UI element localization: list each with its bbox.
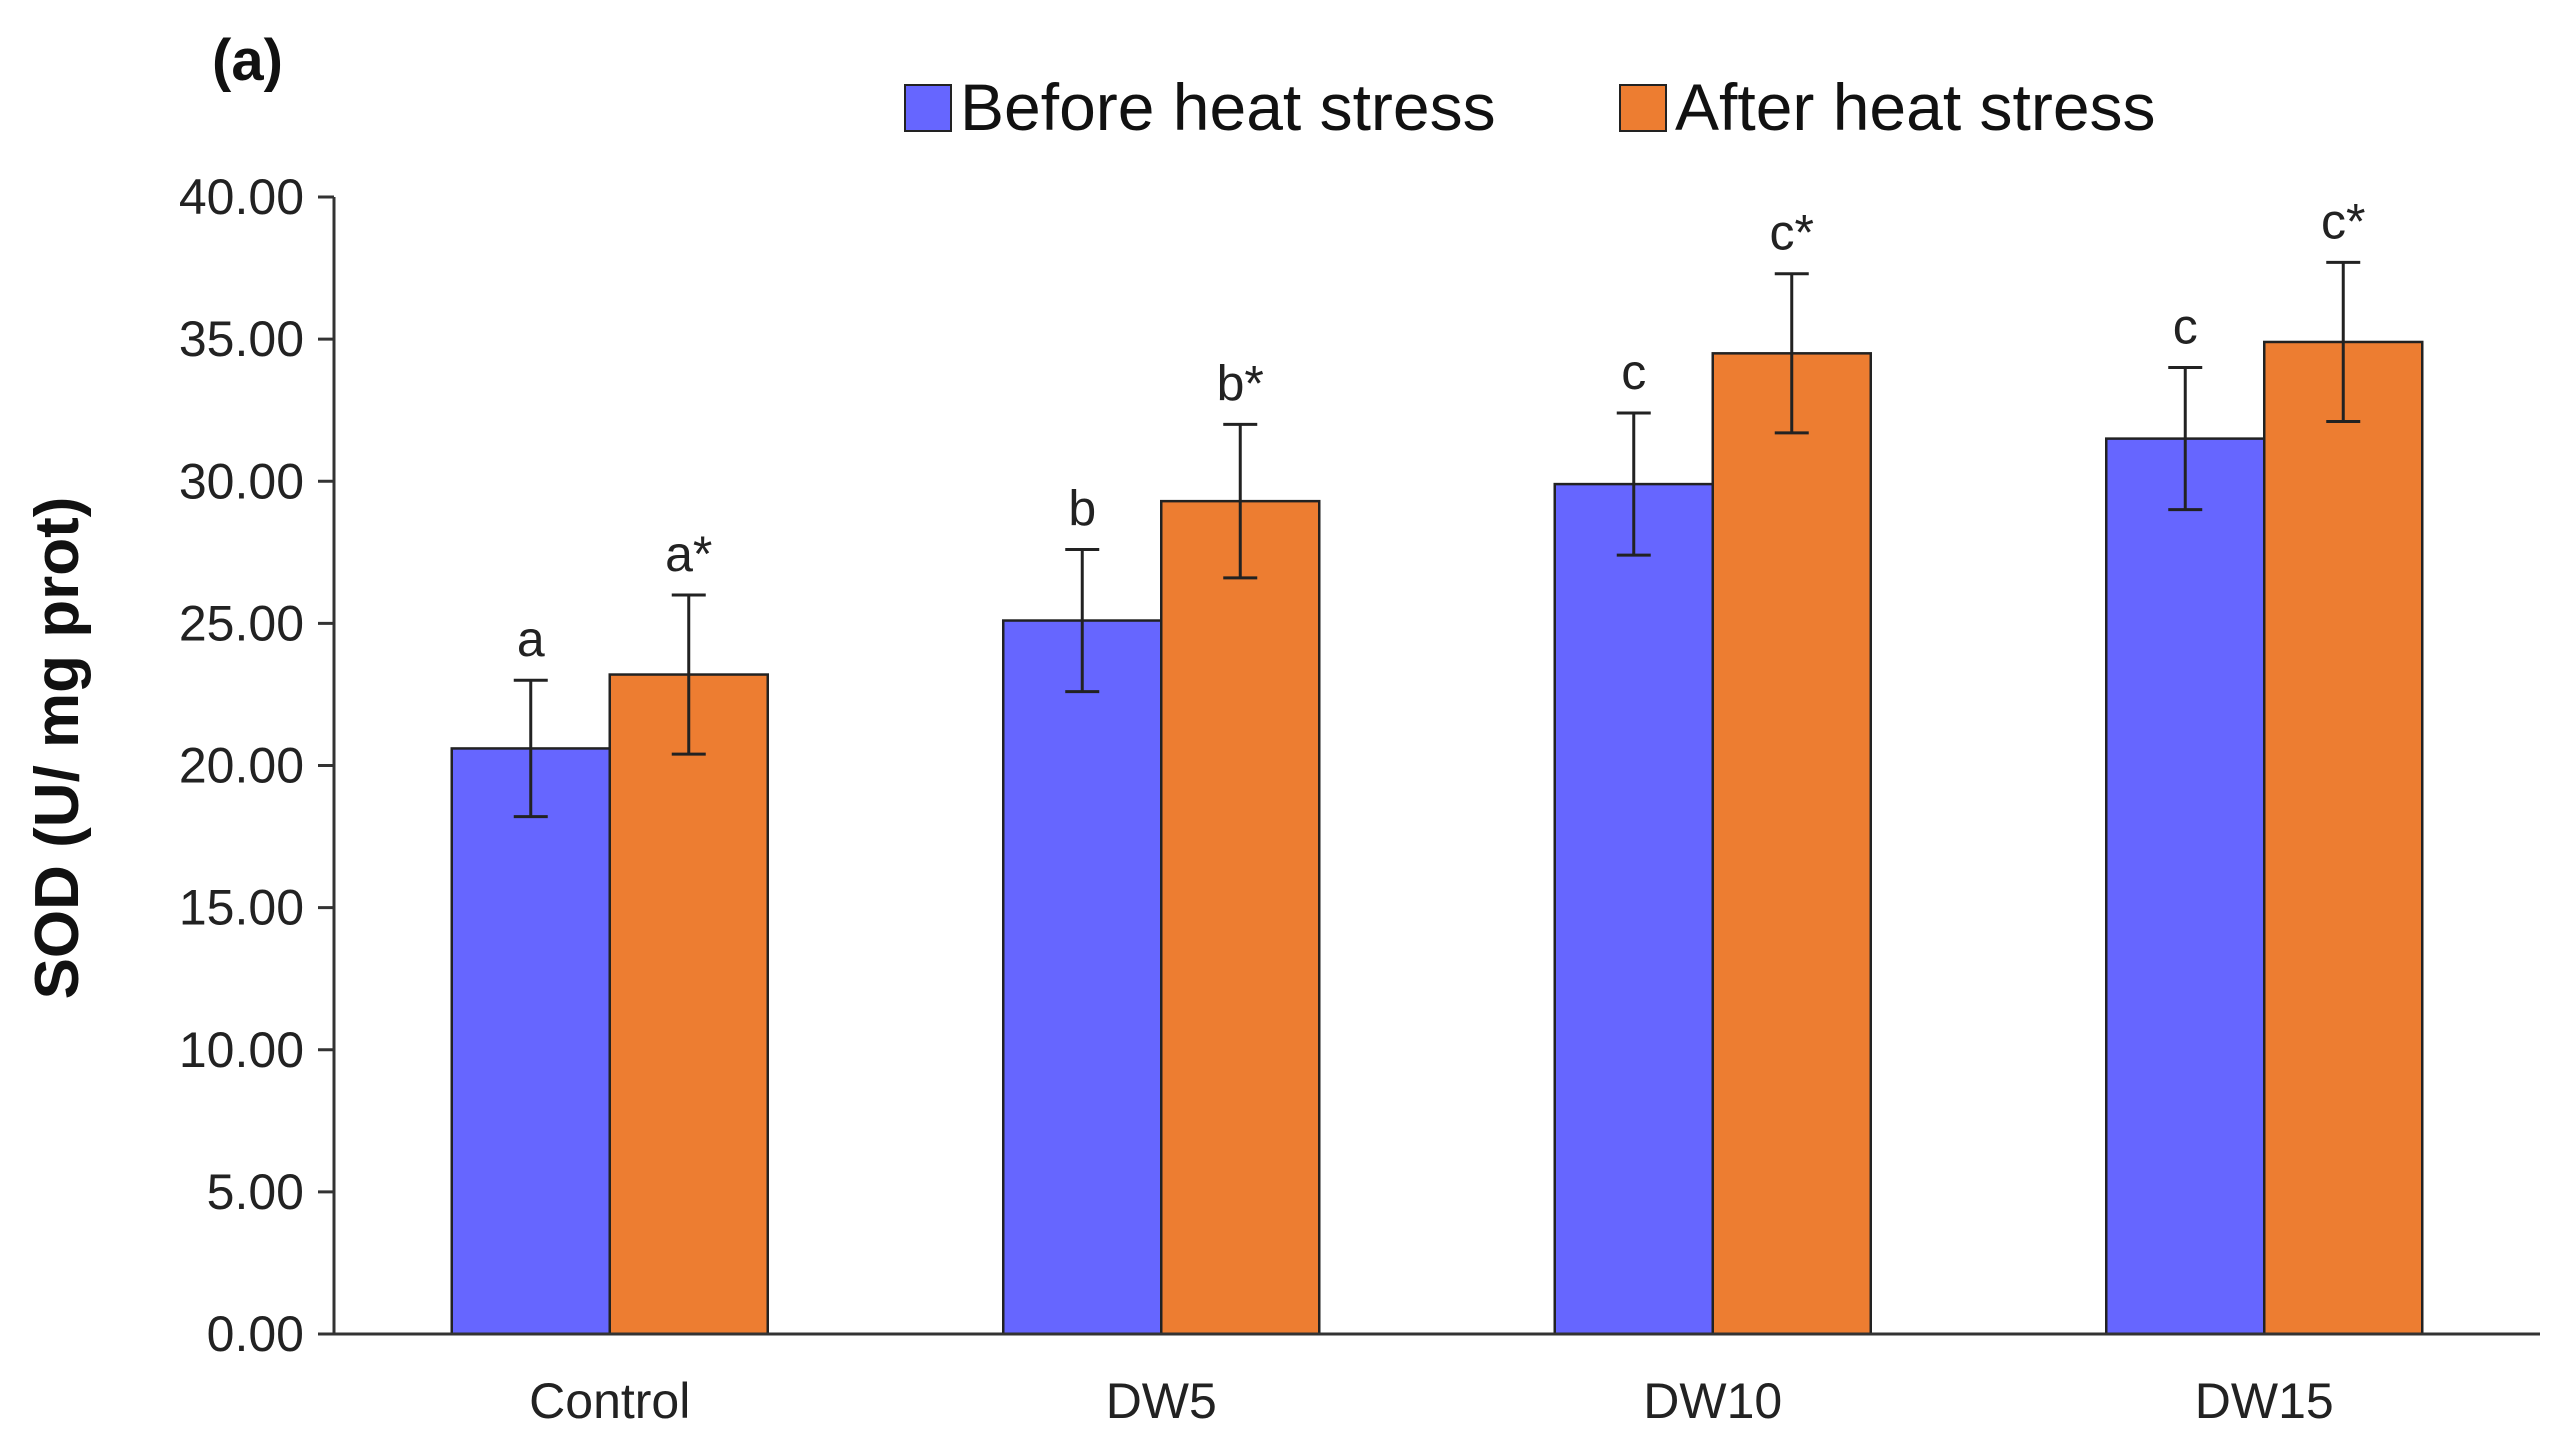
bar-after-heat-stress bbox=[1160, 499, 1321, 1336]
x-category-label: DW5 bbox=[1106, 1373, 1217, 1429]
legend-swatch-after bbox=[1619, 84, 1667, 132]
legend-label-before: Before heat stress bbox=[960, 70, 1496, 144]
significance-label: b* bbox=[1217, 355, 1264, 411]
bar-before-heat-stress bbox=[450, 747, 611, 1336]
y-tick-label: 10.00 bbox=[179, 1022, 304, 1078]
error-bars-group bbox=[513, 260, 2361, 819]
y-axis-title: SOD (U/ mg prot) bbox=[23, 497, 92, 1000]
y-tick-label: 15.00 bbox=[179, 880, 304, 936]
significance-label: a* bbox=[665, 526, 712, 582]
significance-label: c bbox=[1621, 344, 1646, 400]
bar-after-heat-stress bbox=[2263, 340, 2424, 1336]
bar-before-heat-stress bbox=[2105, 437, 2266, 1336]
bar-after-heat-stress bbox=[608, 673, 769, 1336]
y-tick-label: 35.00 bbox=[179, 311, 304, 367]
y-tick-label: 40.00 bbox=[179, 169, 304, 225]
legend-label-after: After heat stress bbox=[1675, 70, 2156, 144]
y-tick-label: 5.00 bbox=[207, 1164, 304, 1220]
bar-after-heat-stress bbox=[1711, 352, 1872, 1336]
x-category-label: DW10 bbox=[1643, 1373, 1782, 1429]
bars-group bbox=[450, 340, 2424, 1336]
panel-label: (a) bbox=[212, 28, 283, 93]
bar-before-heat-stress bbox=[1553, 482, 1714, 1336]
y-tick-label: 0.00 bbox=[207, 1306, 304, 1362]
y-axis-ticks: 0.00 5.00 10.00 15.00 20.00 25.00 30.00 35.00 40… bbox=[179, 169, 334, 1362]
significance-labels-group: a a* b b* c c* c c* bbox=[517, 193, 2366, 667]
significance-label: b bbox=[1068, 480, 1096, 536]
y-tick-label: 25.00 bbox=[179, 595, 304, 651]
significance-label: c* bbox=[2321, 193, 2365, 249]
x-category-label: Control bbox=[529, 1373, 690, 1429]
significance-label: c* bbox=[1770, 205, 1814, 261]
x-category-label: DW15 bbox=[2195, 1373, 2334, 1429]
x-axis-labels: Control DW5 DW10 DW15 bbox=[529, 1373, 2334, 1429]
y-tick-label: 30.00 bbox=[179, 453, 304, 509]
y-tick-label: 20.00 bbox=[179, 738, 304, 794]
significance-label: a bbox=[517, 611, 545, 667]
legend: Before heat stress After heat stress bbox=[904, 70, 2156, 144]
bar-before-heat-stress bbox=[1002, 619, 1163, 1336]
significance-label: c bbox=[2173, 299, 2198, 355]
legend-swatch-before bbox=[904, 84, 952, 132]
